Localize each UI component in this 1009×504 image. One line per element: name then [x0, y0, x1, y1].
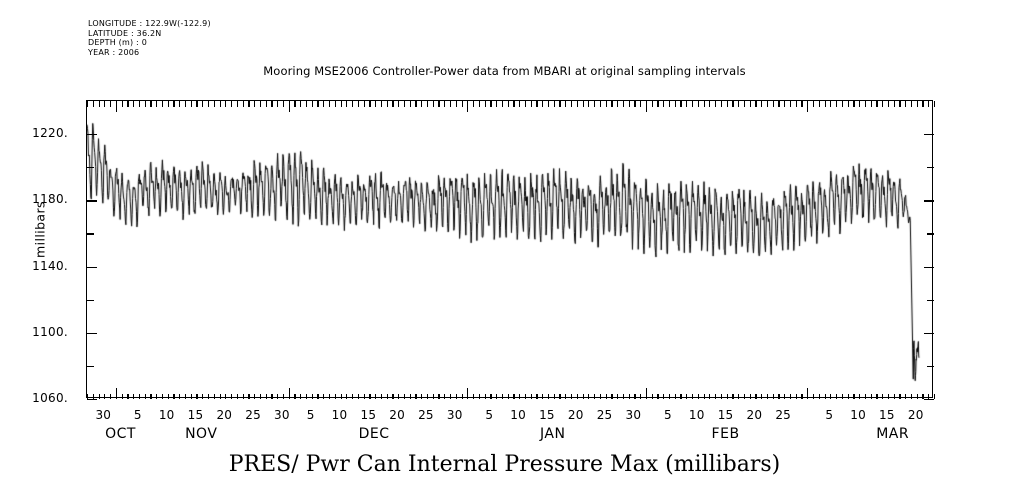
y-axis-tick-label: 1060. — [32, 391, 68, 405]
metadata-latitude: LATITUDE : 36.2N — [88, 28, 162, 38]
x-axis-day-label: 20 — [216, 408, 233, 422]
x-axis-day-label: 10 — [850, 408, 866, 422]
x-axis-day-label: 15 — [360, 408, 377, 422]
x-tick-bottom — [934, 393, 936, 399]
chart-plot-area — [86, 100, 936, 401]
x-axis-day-label: 30 — [274, 408, 290, 422]
x-axis-day-label: 15 — [879, 408, 895, 422]
y-axis-tick-label: 1180. — [32, 192, 68, 207]
metadata-block: LONGITUDE : 122.9W(-122.9) LATITUDE : 36… — [88, 19, 211, 57]
x-axis-day-label: 30 — [625, 408, 642, 422]
y-tick-right — [924, 399, 934, 401]
timeseries-line-canvas — [87, 101, 934, 399]
x-axis-day-label: 25 — [596, 408, 613, 422]
x-axis-day-label: 20 — [746, 408, 763, 422]
x-axis-month-label: JAN — [539, 426, 566, 442]
x-axis-day-label: 25 — [775, 408, 792, 422]
x-axis-day-label: 20 — [907, 408, 924, 422]
x-axis-day-label: 30 — [446, 408, 463, 422]
chart-caption: PRES/ Pwr Can Internal Pressure Max (mil… — [228, 452, 781, 477]
x-axis-month-label: NOV — [185, 426, 218, 442]
x-axis-day-label: 10 — [688, 408, 705, 422]
x-axis-day-label: 30 — [95, 408, 112, 422]
x-axis-day-label: 5 — [664, 408, 672, 422]
chart-title: Mooring MSE2006 Controller-Power data fr… — [263, 64, 746, 78]
x-axis-day-label: 5 — [485, 408, 494, 422]
metadata-depth: DEPTH (m) : 0 — [88, 38, 147, 48]
x-axis-day-label: 25 — [245, 408, 261, 422]
y-axis-tick-label: 1220. — [32, 126, 68, 141]
x-axis-day-label: 15 — [539, 408, 555, 422]
y-axis-tick-label: 1140. — [32, 258, 68, 273]
x-tick-top — [934, 101, 936, 107]
x-axis-month-label: OCT — [105, 426, 136, 442]
x-axis-day-label: 10 — [158, 408, 175, 422]
x-axis-day-label: 15 — [717, 408, 734, 422]
x-axis-month-label: FEB — [711, 426, 740, 442]
y-axis-tick-label: 1100. — [32, 324, 68, 339]
x-axis-day-label: 10 — [510, 408, 526, 422]
x-axis-day-label: 15 — [187, 408, 204, 422]
x-axis-day-label: 10 — [331, 408, 348, 422]
x-axis-month-label: MAR — [876, 426, 910, 442]
metadata-year: YEAR : 2006 — [88, 47, 140, 57]
x-axis-day-label: 5 — [825, 408, 834, 422]
x-axis-day-label: 20 — [389, 408, 405, 422]
metadata-longitude: LONGITUDE : 122.9W(-122.9) — [88, 19, 211, 28]
x-axis-day-label: 5 — [306, 408, 315, 422]
x-axis-day-label: 5 — [133, 408, 142, 422]
x-axis-month-label: DEC — [358, 426, 390, 442]
x-axis-day-label: 25 — [418, 408, 434, 422]
y-tick-left — [87, 399, 97, 401]
x-axis-day-label: 20 — [567, 408, 584, 422]
